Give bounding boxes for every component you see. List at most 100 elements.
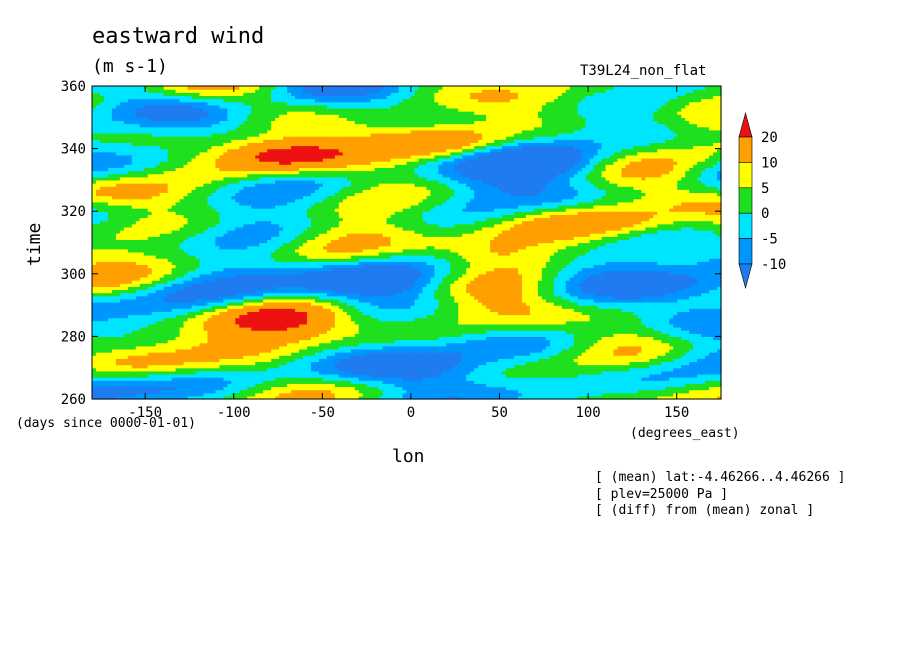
field-cell [338,373,344,378]
field-cell [306,392,312,397]
field-cell [302,377,308,381]
field-cell [569,373,575,378]
field-cell [458,377,463,381]
field-cell [569,380,575,384]
field-cell [569,383,575,388]
field-cell [151,395,157,400]
field-cell [366,383,372,388]
field-cell [111,380,117,384]
field-cell [502,377,507,381]
field-cell [314,389,320,394]
field-cell [92,392,97,397]
field-cell [633,395,638,400]
field-cell [486,373,491,378]
field-cell [103,395,109,400]
field-cell [681,392,686,397]
field-cell [418,373,424,378]
field-cell [697,389,702,394]
field-cell [334,377,340,381]
field-cell [713,392,718,397]
field-cell [494,386,499,391]
field-cell [279,386,284,391]
field-cell [135,389,141,394]
field-cell [92,377,97,381]
field-cell [478,383,483,388]
field-cell [673,377,678,381]
field-cell [681,389,686,394]
field-cell [215,389,220,394]
field-cell [402,373,408,378]
field-cell [283,373,288,378]
field-cell [689,389,694,394]
field-cell [585,373,591,378]
field-cell [227,383,232,388]
field-cell [581,380,587,384]
field-cell [143,377,149,381]
field-cell [243,373,248,378]
field-cell [422,380,427,384]
field-cell [99,395,105,400]
field-cell [231,380,236,384]
field-cell [171,380,177,384]
field-cell [649,389,654,394]
field-cell [378,383,384,388]
field-cell [466,373,471,378]
field-cell [374,377,380,381]
field-cell [259,392,264,397]
field-cell [529,377,535,381]
field-cell [434,373,439,378]
field-cell [617,395,623,400]
field-cell [434,389,439,394]
field-cell [697,380,702,384]
field-cell [490,386,495,391]
field-cell [537,389,543,394]
field-cell [717,373,722,378]
field-cell [362,392,368,397]
field-cell [673,373,678,378]
field-cell [705,383,710,388]
field-cell [378,386,384,391]
field-cell [374,386,380,391]
field-cell [394,389,400,394]
field-cell [609,373,615,378]
field-cell [251,373,256,378]
field-cell [167,389,173,394]
field-cell [370,377,376,381]
field-cell [131,380,137,384]
field-cell [103,392,109,397]
field-cell [545,392,551,397]
field-cell [263,395,268,400]
field-cell [107,392,113,397]
field-cell [127,383,133,388]
field-cell [645,389,650,394]
field-cell [342,386,348,391]
field-cell [231,389,236,394]
field-cell [291,373,296,378]
field-cell [689,377,694,381]
field-cell [390,392,396,397]
field-cell [677,389,682,394]
field-cell [155,380,161,384]
field-cell [95,389,101,394]
field-cell [609,380,615,384]
field-cell [378,392,384,397]
field-cell [605,392,611,397]
field-cell [474,377,479,381]
field-cell [529,383,535,388]
field-cell [95,383,101,388]
field-cell [513,380,519,384]
field-cell [103,380,109,384]
field-cell [561,380,567,384]
field-cell [271,389,276,394]
field-cell [454,373,459,378]
field-cell [577,373,583,378]
field-cell [653,395,658,400]
field-cell [490,373,495,378]
field-cell [649,392,654,397]
field-cell [525,389,531,394]
field-cell [438,383,443,388]
field-cell [95,380,101,384]
field-cell [223,386,228,391]
field-cell [713,389,718,394]
field-cell [561,389,567,394]
